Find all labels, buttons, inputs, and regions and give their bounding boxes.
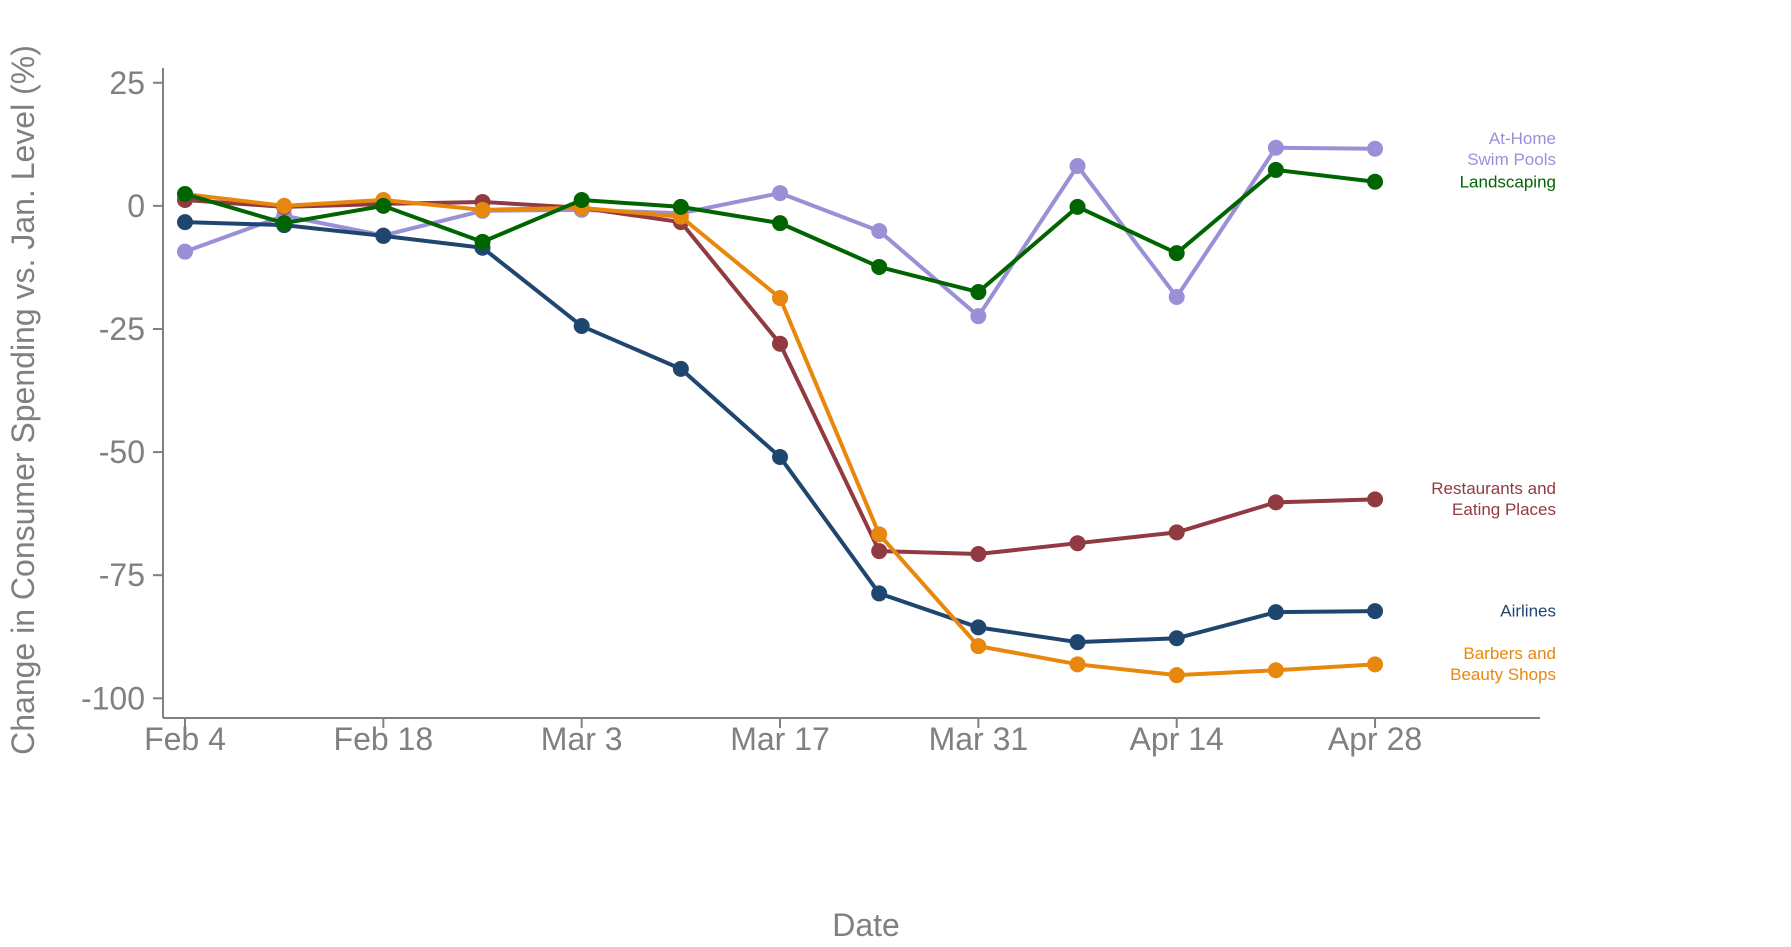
data-point xyxy=(970,619,987,636)
data-point xyxy=(177,186,193,203)
data-point xyxy=(871,222,888,239)
data-point xyxy=(1069,157,1086,174)
data-point xyxy=(871,258,888,275)
data-point xyxy=(1267,494,1284,511)
y-tick-label: 0 xyxy=(127,188,145,224)
data-point xyxy=(672,198,689,215)
data-point xyxy=(1367,173,1384,190)
data-point xyxy=(871,585,888,602)
data-point xyxy=(1367,656,1384,673)
data-point xyxy=(573,191,590,208)
series-label: Landscaping xyxy=(1459,172,1556,192)
data-point xyxy=(1267,662,1284,679)
x-tick-label: Feb 4 xyxy=(144,721,226,757)
x-tick-label: Mar 3 xyxy=(541,721,623,757)
data-point xyxy=(970,546,987,563)
y-tick-label: -100 xyxy=(81,680,145,716)
data-point xyxy=(276,197,293,214)
data-point xyxy=(1069,656,1086,673)
x-tick-label: Mar 31 xyxy=(929,721,1029,757)
data-point xyxy=(1069,535,1086,552)
data-point xyxy=(276,215,293,232)
data-point xyxy=(1168,524,1185,541)
y-tick-label: -50 xyxy=(99,434,145,470)
series-label: Restaurants and Eating Places xyxy=(1431,479,1556,520)
data-point xyxy=(772,215,789,232)
y-axis-title: Change in Consumer Spending vs. Jan. Lev… xyxy=(5,45,41,755)
data-point xyxy=(1267,139,1284,156)
data-point xyxy=(1367,140,1384,157)
data-point xyxy=(871,526,888,543)
data-point xyxy=(375,227,392,244)
series-line xyxy=(184,197,1376,557)
x-tick-label: Apr 28 xyxy=(1328,721,1422,757)
data-point xyxy=(573,318,590,335)
x-axis-title: Date xyxy=(832,907,900,943)
data-point xyxy=(177,214,193,231)
data-point xyxy=(672,360,689,377)
data-point xyxy=(1168,630,1185,647)
series-label: Airlines xyxy=(1500,601,1556,621)
data-point xyxy=(375,197,392,214)
data-point xyxy=(970,284,987,301)
series-label: At-Home Swim Pools xyxy=(1467,128,1556,169)
data-point xyxy=(1367,603,1384,620)
data-point xyxy=(1267,604,1284,621)
series-line xyxy=(184,220,1376,645)
data-point xyxy=(474,201,491,218)
data-point xyxy=(772,335,789,352)
data-point xyxy=(772,289,789,306)
data-point xyxy=(1367,491,1384,508)
data-point xyxy=(1168,245,1185,262)
x-tick-label: Feb 18 xyxy=(334,721,434,757)
data-point xyxy=(474,233,491,250)
data-point xyxy=(772,449,789,466)
data-point xyxy=(871,543,888,560)
data-point xyxy=(772,185,789,202)
data-point xyxy=(1069,198,1086,215)
data-point xyxy=(970,638,987,655)
y-tick-label: -25 xyxy=(99,311,145,347)
data-point xyxy=(1168,288,1185,305)
x-tick-label: Apr 14 xyxy=(1130,721,1224,757)
data-point xyxy=(1267,161,1284,178)
y-tick-label: -75 xyxy=(99,557,145,593)
data-point xyxy=(177,243,193,260)
data-point xyxy=(1168,667,1185,684)
x-tick-label: Mar 17 xyxy=(730,721,830,757)
data-point xyxy=(1069,634,1086,651)
data-point xyxy=(970,308,987,325)
series-label: Barbers and Beauty Shops xyxy=(1450,644,1556,685)
y-tick-label: 25 xyxy=(109,65,145,101)
